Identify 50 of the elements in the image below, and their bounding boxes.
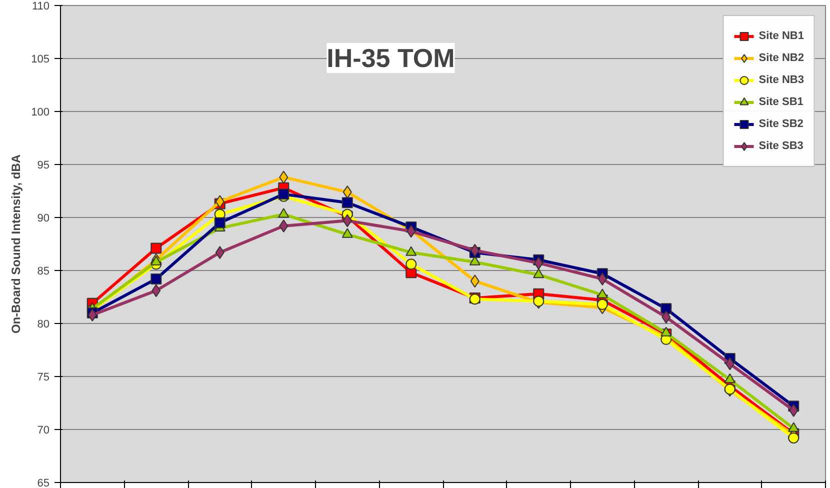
y-tick-label: 105 [31,54,50,66]
point [279,219,288,232]
point [470,274,480,288]
point [215,195,224,208]
point [470,244,480,257]
point [150,256,162,266]
y-tick-label: 100 [31,106,50,118]
point [406,246,417,256]
legend-label: Site SB3 [758,140,804,152]
y-tick-label: 65 [37,478,50,488]
y-tick-label: 80 [37,318,50,330]
y-tick-label: 95 [37,160,50,172]
y-tick-label: 75 [37,372,50,384]
point [214,217,226,228]
legend-label: Site SB1 [758,96,804,108]
point [789,404,798,417]
point [342,186,352,199]
point [150,242,162,254]
point [660,326,672,336]
legend-label: Site NB3 [758,74,804,86]
y-tick-label: 70 [37,424,50,436]
legend-label: Site NB2 [758,52,804,64]
point [598,272,607,286]
point [788,422,800,432]
text: IH-35 TOM [326,42,455,73]
point [725,357,734,370]
legend-label: Site NB1 [758,30,804,42]
point [660,303,672,314]
point [596,288,608,298]
point [88,308,97,322]
point [406,258,417,270]
y-tick-label: 110 [32,0,50,12]
point [279,170,288,184]
point [342,197,353,208]
y-tick-label: 85 [37,266,50,278]
point [724,373,736,384]
point [662,310,671,324]
point [596,298,608,310]
point [788,432,800,444]
point [534,256,544,270]
point [150,273,162,284]
legend-label: Site SB2 [758,118,804,130]
y-axis-title: On-Board Sound Intensity, dBA [9,154,24,334]
y-tick-label: 90 [37,212,50,224]
point [533,268,544,278]
point [342,228,353,238]
point [152,284,161,298]
point [215,246,224,259]
point [342,214,352,228]
point [278,208,290,218]
